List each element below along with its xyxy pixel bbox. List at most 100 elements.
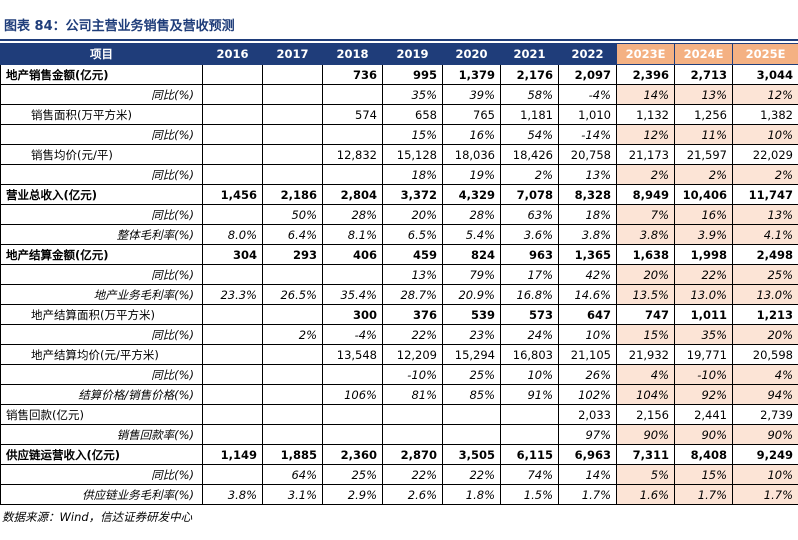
table-cell — [322, 364, 383, 385]
table-cell: 1,181 — [500, 104, 559, 125]
table-cell: 54% — [500, 124, 559, 145]
table-cell: 2% — [616, 164, 675, 185]
table-cell — [262, 304, 323, 325]
table-cell: 23.3% — [202, 284, 263, 305]
table-cell: 2.6% — [382, 484, 443, 505]
table-cell — [500, 424, 559, 445]
forecast-table: 项目 2016 2017 2018 2019 2020 2021 2022 2023E 2024… — [0, 43, 798, 505]
table-cell — [322, 164, 383, 185]
row-label: 同比(%) — [0, 204, 203, 225]
table-cell: 1.7% — [674, 484, 733, 505]
table-cell: -4% — [558, 84, 617, 105]
header-year: 2019 — [382, 43, 443, 65]
row-label: 销售面积(万平方米) — [0, 104, 203, 125]
table-cell: -10% — [382, 364, 443, 385]
table-cell: 35.4% — [322, 284, 383, 305]
table-cell: 1.8% — [442, 484, 501, 505]
table-cell: 21,932 — [616, 344, 675, 365]
table-header-row: 项目 2016 2017 2018 2019 2020 2021 2022 2023E 2024… — [0, 43, 798, 65]
header-year: 2020 — [442, 43, 501, 65]
row-label: 地产结算均价(元/平方米) — [0, 344, 203, 365]
table-cell — [202, 384, 263, 405]
table-cell: 8,328 — [558, 184, 617, 205]
title-divider — [0, 39, 798, 41]
row-label: 同比(%) — [0, 84, 203, 105]
table-cell — [262, 124, 323, 145]
table-cell: 15,128 — [382, 144, 443, 165]
table-cell: 18,036 — [442, 144, 501, 165]
table-cell: 50% — [262, 204, 323, 225]
table-cell: 63% — [500, 204, 559, 225]
table-cell: 20% — [732, 324, 798, 345]
table-cell: 1,132 — [616, 104, 675, 125]
table-row: 同比(%) 64% 25% 22% 22% 74% 14% 5% 15% 10% — [0, 464, 798, 485]
row-label: 地产结算金额(亿元) — [0, 244, 203, 265]
table-cell: 58% — [500, 84, 559, 105]
table-cell — [202, 204, 263, 225]
table-cell: 4.1% — [732, 224, 798, 245]
table-cell: 90% — [732, 424, 798, 445]
table-cell: 11% — [674, 124, 733, 145]
table-cell — [262, 344, 323, 365]
table-cell: 74% — [500, 464, 559, 485]
table-row: 同比(%) 50% 28% 20% 28% 63% 18% 7% 16% 13% — [0, 204, 798, 225]
row-label: 营业总收入(亿元) — [0, 184, 203, 205]
table-cell: 539 — [442, 304, 501, 325]
row-label: 供应链业务毛利率(%) — [0, 484, 203, 505]
table-cell: 1,011 — [674, 304, 733, 325]
table-cell: 304 — [202, 244, 263, 265]
table-cell: 3.6% — [500, 224, 559, 245]
row-label: 地产结算面积(万平方米) — [0, 304, 203, 325]
table-cell: 25% — [442, 364, 501, 385]
row-label: 销售回款率(%) — [0, 424, 203, 445]
table-cell: 15,294 — [442, 344, 501, 365]
table-cell: 3.8% — [202, 484, 263, 505]
table-cell: 1,638 — [616, 244, 675, 265]
table-cell: 2,804 — [322, 184, 383, 205]
table-cell: 21,173 — [616, 144, 675, 165]
table-cell: 28.7% — [382, 284, 443, 305]
table-cell: 97% — [558, 424, 617, 445]
table-cell: 15% — [382, 124, 443, 145]
table-cell — [262, 424, 323, 445]
table-cell: 1,365 — [558, 244, 617, 265]
table-cell: 300 — [322, 304, 383, 325]
table-cell: 1,379 — [442, 64, 501, 85]
row-label: 同比(%) — [0, 164, 203, 185]
table-row: 同比(%) 15% 16% 54% -14% 12% 11% 10% — [0, 124, 798, 145]
header-year: 2018 — [322, 43, 383, 65]
table-cell: 658 — [382, 104, 443, 125]
table-cell: 574 — [322, 104, 383, 125]
row-label: 同比(%) — [0, 324, 203, 345]
table-cell: 26% — [558, 364, 617, 385]
table-cell: 25% — [322, 464, 383, 485]
table-cell: 8,949 — [616, 184, 675, 205]
table-cell: 20.9% — [442, 284, 501, 305]
table-cell: 2,360 — [322, 444, 383, 465]
table-cell: 13% — [674, 84, 733, 105]
row-label: 同比(%) — [0, 464, 203, 485]
table-cell: 2,713 — [674, 64, 733, 85]
table-cell — [202, 144, 263, 165]
table-cell: -4% — [322, 324, 383, 345]
table-cell: 7,078 — [500, 184, 559, 205]
table-cell: 1,149 — [202, 444, 263, 465]
table-cell: 12,832 — [322, 144, 383, 165]
table-cell: 3.8% — [558, 224, 617, 245]
table-cell: 2.9% — [322, 484, 383, 505]
table-row: 销售面积(万平方米) 574 658 765 1,181 1,010 1,132 1,256 1… — [0, 104, 798, 125]
row-label: 同比(%) — [0, 364, 203, 385]
table-cell: 376 — [382, 304, 443, 325]
table-row: 地产结算均价(元/平方米) 13,548 12,209 15,294 16,803 21,… — [0, 344, 798, 365]
table-cell: 17% — [500, 264, 559, 285]
row-label: 供应链运营收入(亿元) — [0, 444, 203, 465]
table-cell — [202, 364, 263, 385]
table-cell — [262, 64, 323, 85]
table-cell: 1.6% — [616, 484, 675, 505]
row-label: 同比(%) — [0, 124, 203, 145]
table-cell: 2,870 — [382, 444, 443, 465]
table-cell: 1.7% — [732, 484, 798, 505]
header-year: 2023E — [616, 43, 675, 65]
table-cell: 102% — [558, 384, 617, 405]
table-cell — [322, 264, 383, 285]
